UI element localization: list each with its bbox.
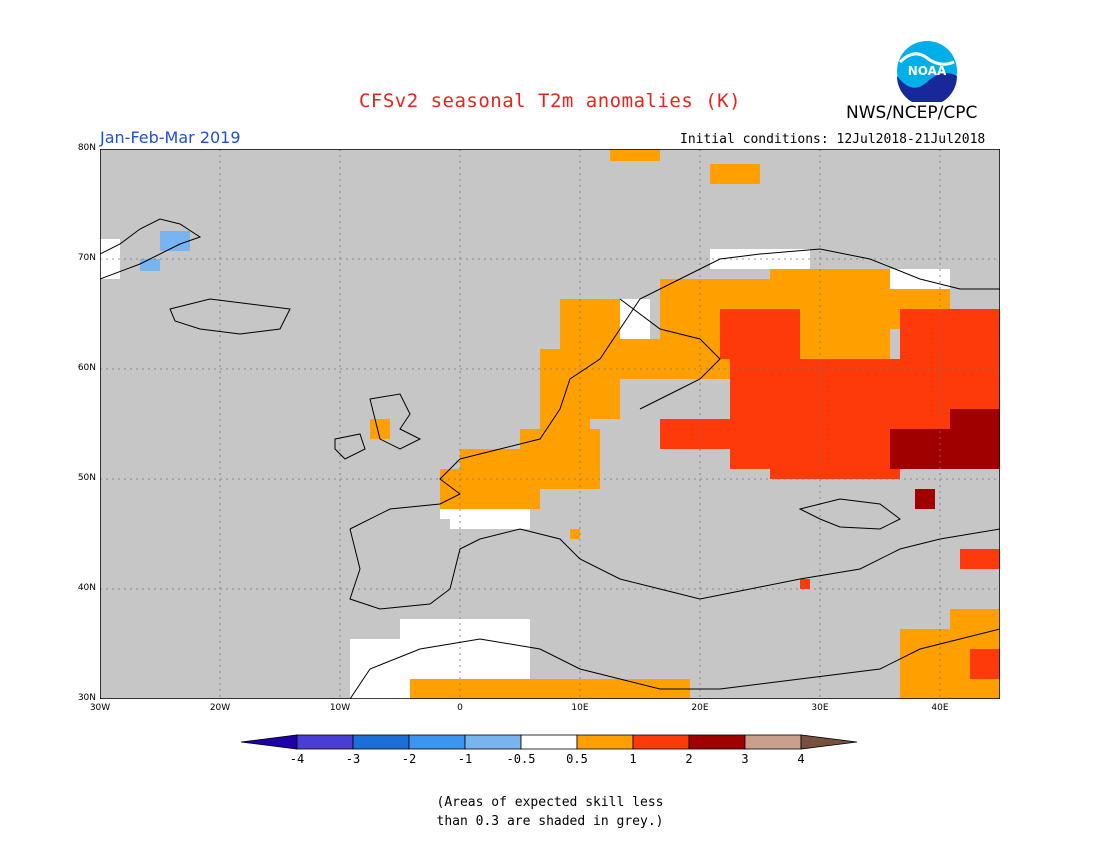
colorbar-cell [632, 734, 690, 750]
lon-label-10w: 10W [329, 703, 351, 713]
anomaly-map [100, 149, 1000, 699]
noaa-logo: NOAA [897, 41, 957, 102]
agency-label: NWS/NCEP/CPC [846, 103, 978, 123]
colorbar-cell [520, 734, 578, 750]
coastlines [100, 218, 1000, 699]
footnote-line-1: (Areas of expected skill less [436, 795, 664, 810]
colorbar-cell [744, 734, 802, 750]
lon-label-30w: 30W [89, 703, 111, 713]
forecast-period: Jan-Feb-Mar 2019 [100, 128, 241, 147]
lat-label-40n: 40N [77, 583, 96, 593]
lon-label-30e: 30E [811, 703, 829, 713]
logo-text: NOAA [908, 64, 947, 78]
colorbar-label: 1 [629, 752, 637, 766]
colorbar-cell [464, 734, 522, 750]
lon-label-40e: 40E [931, 703, 949, 713]
colorbar-cell [408, 734, 466, 750]
colorbar-label: 0.5 [566, 752, 588, 766]
lat-label-80n: 80N [77, 143, 96, 153]
map-title: CFSv2 seasonal T2m anomalies (K) [358, 90, 742, 112]
colorbar-arrow-high [800, 734, 858, 750]
colorbar-cell [296, 734, 354, 750]
colorbar-cell [576, 734, 634, 750]
lat-label-30n: 30N [77, 693, 96, 703]
lon-label-0: 0 [457, 703, 463, 713]
colorbar-label: -4 [289, 752, 305, 766]
lon-label-20e: 20E [691, 703, 709, 713]
gridlines [100, 149, 1000, 699]
cool-anomaly-areas [140, 231, 190, 271]
warm-anomaly-areas-2-3 [890, 409, 1000, 509]
lat-label-60n: 60N [77, 363, 96, 373]
skill-footnote: (Areas of expected skill less than 0.3 a… [0, 793, 1100, 831]
lon-label-10e: 10E [571, 703, 589, 713]
colorbar-label: -3 [345, 752, 361, 766]
colorbar-label: -2 [401, 752, 417, 766]
lon-label-20w: 20W [209, 703, 231, 713]
colorbar-label: 3 [741, 752, 749, 766]
colorbar-cell [688, 734, 746, 750]
footnote-line-2: than 0.3 are shaded in grey.) [436, 814, 664, 829]
colorbar-label: 4 [797, 752, 805, 766]
lat-label-50n: 50N [77, 473, 96, 483]
colorbar-cell [352, 734, 410, 750]
colorbar-label: -1 [457, 752, 473, 766]
colorbar [240, 734, 858, 750]
colorbar-label: -0.5 [506, 752, 536, 766]
colorbar-arrow-low [240, 734, 298, 750]
lat-label-70n: 70N [77, 253, 96, 263]
colorbar-label: 2 [685, 752, 693, 766]
initial-conditions: Initial conditions: 12Jul2018-21Jul2018 [680, 132, 986, 147]
